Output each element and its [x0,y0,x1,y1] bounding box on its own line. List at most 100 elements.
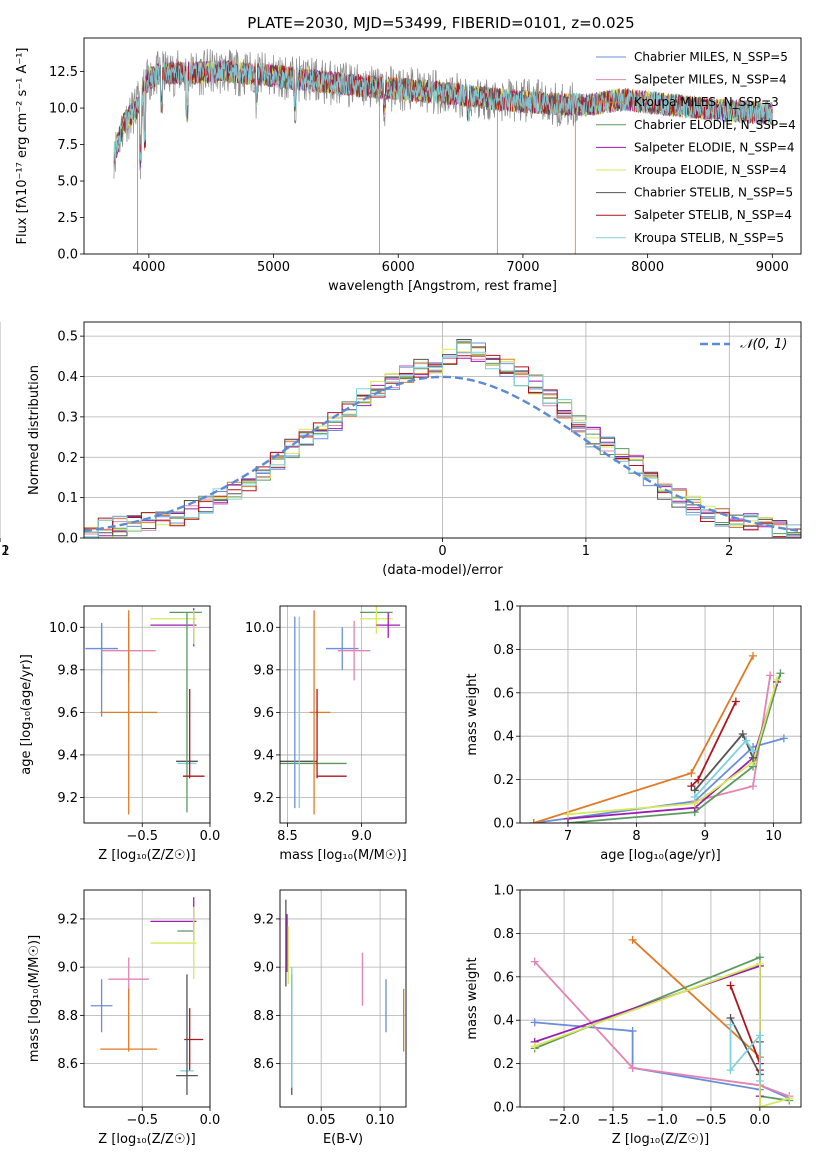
x-tick-label: 8 [632,829,640,844]
y-tick-label: 9.0 [253,961,274,976]
series-line-1 [533,737,785,823]
y-tick-label: 9.8 [57,663,78,678]
x-tick-label: 2 [725,544,733,559]
error-bars [285,899,405,1095]
x-axis-label: Z [log₁₀(Z/Z☉)] [612,1132,709,1147]
legend-entry: Salpeter MILES, N_SSP=4 [634,73,787,87]
grid-lines [520,605,801,824]
y-axis-label: age [log₁₀(age/yr)] [19,654,34,775]
y-tick-label: 0.3 [57,410,78,425]
series-marker [628,1063,637,1072]
y-tick-label: 0.2 [493,773,514,788]
legend-entry: Chabrier STELIB, N_SSP=5 [634,186,793,200]
y-tick-label: 0.6 [493,970,514,985]
series-marker [779,734,788,743]
series-marker [563,810,572,819]
y-tick-label: 2.5 [57,211,78,226]
y-tick-label: 8.6 [253,1057,274,1072]
x-axis-label: age [log₁₀(age/yr)] [600,848,721,863]
y-tick-label: 9.4 [253,748,274,763]
series-marker [742,736,751,745]
error-bars [90,897,204,1095]
series-marker [738,730,747,739]
series-line-5 [534,964,761,1097]
y-tick-label: 7.5 [57,138,78,153]
y-tick-label: 0.5 [57,330,78,345]
series-marker [529,819,538,823]
age-vs-mass-panel: 8.5 9.0 9.2 9.4 9.6 9.8 10.0 mass [log₁₀(M/M☉)] [245,605,407,863]
model-spectrum-9 [113,60,773,168]
y-axis-label: mass weight [465,673,480,755]
x-tick-label: 0.10 [366,1113,395,1128]
series-marker [785,1094,794,1103]
histograms [84,339,801,538]
series-marker [530,1018,539,1027]
y-tick-label: 10.0 [49,102,78,117]
grid-lines [84,890,211,1107]
legend: Chabrier MILES, N_SSP=5 Salpeter MILES, N… [596,50,796,245]
axes-frame [83,889,211,1108]
series-line-3 [533,655,754,823]
axes-frame [83,37,802,255]
mass-vs-ebv-panel: 0.05 0.10 8.6 8.8 9.0 9.2 E(B-V) [253,889,407,1147]
axes-frame [519,889,802,1108]
y-tick-label: 1.0 [493,884,514,899]
series-marker [749,747,758,756]
x-tick-label: −0.5 [695,1113,727,1128]
figure-title: PLATE=2030, MJD=53499, FIBERID=0101, z=0… [247,14,634,32]
series-marker [731,697,740,706]
series-marker [776,669,785,678]
series-marker [726,1066,735,1075]
y-tick-label: 0.0 [493,1101,514,1116]
series-marker [530,1042,539,1051]
axes-frame [83,321,802,539]
x-tick-label: 5000 [257,260,290,275]
series-marker [687,769,696,778]
histogram-series-9 [84,340,801,538]
x-tick-label: 0.05 [307,1113,336,1128]
x-tick-label: 10 [765,829,782,844]
series-line-2 [534,960,790,1098]
y-tick-label: 0.2 [57,451,78,466]
x-tick-label: 8.5 [277,829,298,844]
error-bars [85,608,205,815]
y-tick-label: 0.8 [493,643,514,658]
y-tick-label: 8.8 [253,1009,274,1024]
y-tick-label: 8.8 [57,1009,78,1024]
series-line-9 [729,1024,761,1081]
x-tick-label: 0.0 [750,1113,771,1128]
x-tick-label: 8000 [631,260,664,275]
y-axis-label: Normed distribution [27,365,42,495]
y-tick-label: 0.6 [493,686,514,701]
spectrum-panel: 4000 5000 6000 7000 8000 9000 0.0 2.5 5.0 7.5 10.0… [15,37,802,294]
grid-lines [280,890,406,1107]
series-lines [529,651,788,823]
series-marker [749,651,758,660]
y-tick-label: 9.6 [253,706,274,721]
x-axis-label: wavelength [Angstrom, rest frame] [328,279,557,294]
legend-entry: Salpeter ELODIE, N_SSP=4 [634,140,795,154]
series-line-8 [690,701,737,787]
series-marker [755,1076,764,1085]
series-line-6 [567,679,778,816]
legend-entry: Chabrier ELODIE, N_SSP=4 [634,118,796,132]
x-tick-label: 4000 [132,260,165,275]
legend-entry: Chabrier MILES, N_SSP=5 [634,50,788,64]
y-tick-label: 0.0 [493,817,514,832]
series-marker [628,1027,637,1036]
legend-entry: Kroupa STELIB, N_SSP=5 [634,231,784,245]
y-tick-label: 0.4 [493,1014,514,1029]
y-tick-label: 0.0 [57,248,78,263]
x-tick-label: −0.5 [126,1113,158,1128]
axes-frame [279,605,407,824]
x-tick-label: 9 [701,829,709,844]
grid-lines [84,606,211,823]
y-axis-label: mass [log₁₀(M/M☉)] [27,935,42,1062]
y-tick-label: 9.2 [57,912,78,927]
y-axis-label: Flux [fλ10⁻¹⁷ erg cm⁻² s⁻¹ A⁻¹] [15,48,30,245]
y-axis-label: mass weight [465,957,480,1039]
series-marker [726,981,735,990]
mass-weight-vs-z-panel: −2.0 −1.5 −1.0 −0.5 0.0 0.0 0.2 0.4 0.6 0.8 1.0 Z [… [465,884,802,1147]
x-tick-label: −2.0 [548,1113,580,1128]
